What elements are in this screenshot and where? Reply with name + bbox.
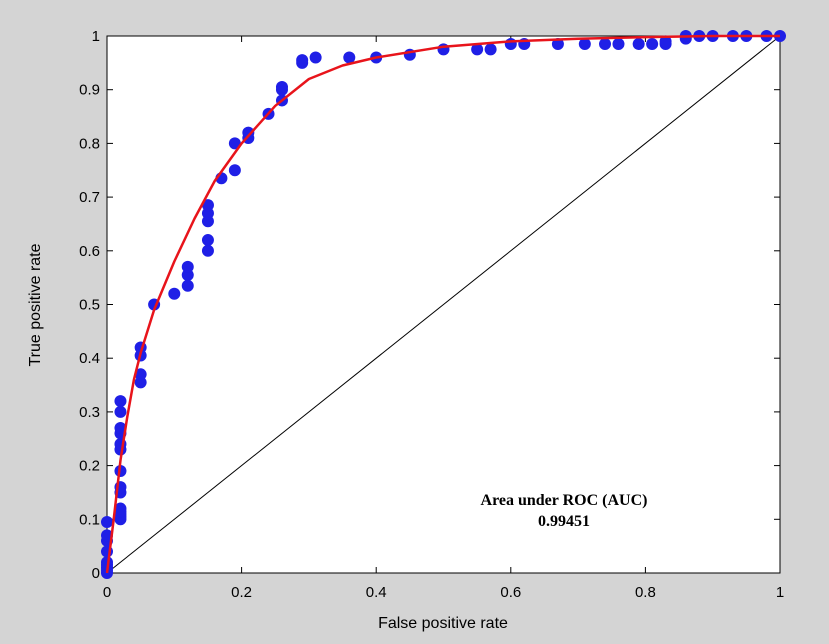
x-tick-label: 0.4	[366, 584, 387, 601]
x-tick-label: 1	[776, 584, 784, 601]
data-point	[632, 38, 645, 51]
x-tick-label: 0	[103, 584, 111, 601]
y-tick-label: 0.9	[79, 82, 100, 99]
data-point	[114, 395, 127, 408]
data-point	[101, 515, 113, 528]
data-point	[599, 38, 612, 51]
data-point	[296, 54, 309, 67]
y-tick-label: 0.2	[79, 458, 100, 475]
chance-diagonal-line	[106, 35, 781, 574]
y-tick-label: 0.8	[79, 135, 100, 152]
data-point	[201, 244, 214, 257]
data-point	[201, 234, 214, 247]
auc-annotation-value: 0.99451	[538, 513, 590, 530]
data-point	[471, 43, 484, 56]
data-point	[114, 505, 127, 518]
y-tick-label: 0.3	[79, 404, 100, 421]
data-point	[228, 164, 241, 177]
plot-layer	[101, 30, 786, 579]
y-tick-label: 0.1	[79, 511, 100, 528]
data-point	[114, 422, 127, 435]
x-tick-label: 0.2	[231, 584, 252, 601]
roc-fit-curve	[105, 34, 780, 574]
x-tick-label: 0.8	[635, 584, 656, 601]
data-point	[181, 279, 194, 292]
data-point	[201, 199, 214, 212]
y-axis-label: True positive rate	[27, 243, 44, 366]
data-point	[134, 368, 147, 381]
data-point	[343, 51, 356, 64]
y-tick-label: 0.5	[79, 297, 100, 314]
axis-tick-labels: 0 0.2 0.4 0.6 0.8 1 0 0.1 0.2 0.3 0.4 0.5 0.6 0.7 0.8 0…	[79, 28, 784, 601]
data-point	[275, 81, 288, 94]
x-tick-label: 0.6	[500, 584, 521, 601]
y-tick-label: 0	[92, 565, 100, 582]
data-point	[484, 43, 497, 56]
data-point	[646, 38, 659, 51]
y-tick-label: 0.4	[79, 350, 100, 367]
y-tick-label: 0.7	[79, 189, 100, 206]
data-point	[101, 529, 113, 542]
data-point	[181, 260, 194, 273]
data-point	[578, 38, 591, 51]
data-point	[551, 38, 564, 51]
data-point	[612, 38, 625, 51]
x-axis-label: False positive rate	[378, 615, 508, 632]
y-tick-label: 1	[92, 28, 100, 45]
data-point	[242, 126, 255, 139]
data-point	[659, 35, 672, 48]
auc-annotation-title: Area under ROC (AUC)	[481, 492, 648, 509]
data-point	[168, 287, 181, 300]
data-point	[504, 38, 517, 51]
data-point	[114, 405, 127, 418]
data-point	[228, 137, 241, 150]
y-tick-label: 0.6	[79, 243, 100, 260]
data-point	[309, 51, 322, 64]
